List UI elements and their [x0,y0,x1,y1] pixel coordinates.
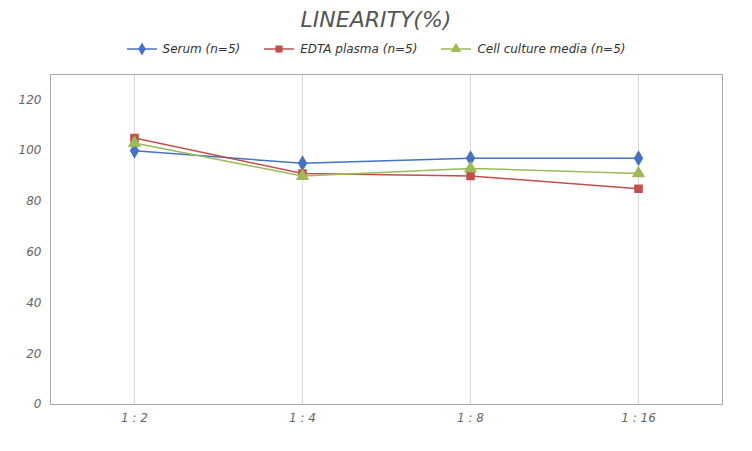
svg-text:20: 20 [26,347,42,361]
svg-text:120: 120 [19,93,42,107]
html-text:EDTA plasma (n=5): EDTA plasma (n=5) [300,42,418,56]
svg-text:1 : 8: 1 : 8 [457,411,484,425]
svg-text:1 : 4: 1 : 4 [289,411,316,425]
svg-text:60: 60 [26,245,42,259]
svg-text:80: 80 [26,194,42,208]
svg-text:0: 0 [34,397,42,411]
html-text:LINEARITY(%): LINEARITY(%) [300,7,452,32]
svg-text:1 : 2: 1 : 2 [121,411,148,425]
svg-text:100: 100 [19,143,42,157]
html-text:Serum (n=5): Serum (n=5) [162,42,241,56]
html-text:Cell culture media (n=5): Cell culture media (n=5) [477,42,626,56]
svg-text:1 : 16: 1 : 16 [621,411,656,425]
svg-text:40: 40 [26,296,42,310]
